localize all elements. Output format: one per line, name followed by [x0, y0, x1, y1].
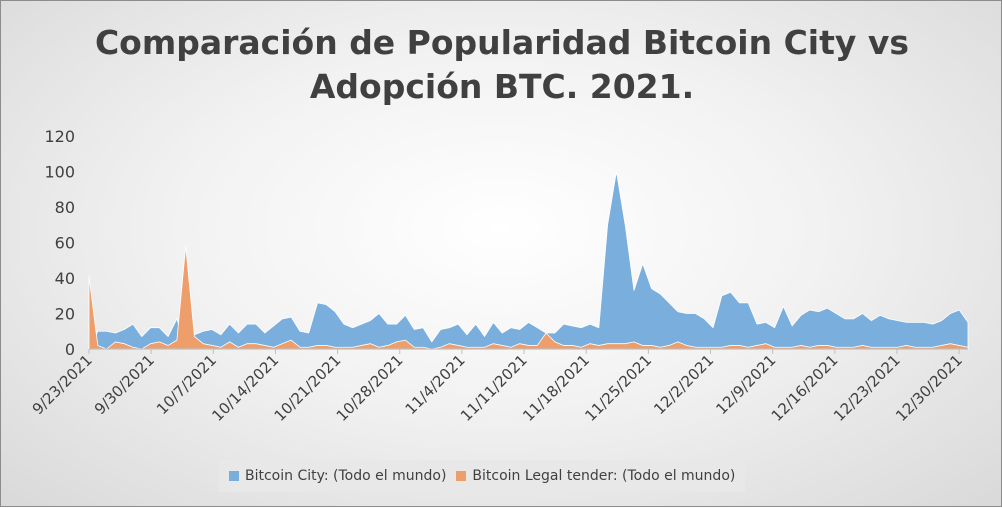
- x-tick-label: 10/28/2021: [333, 351, 407, 425]
- legend: Bitcoin City: (Todo el mundo) Bitcoin Le…: [219, 460, 746, 492]
- y-tick-label: 120: [44, 127, 75, 146]
- chart-title-line-1: Comparación de Popularidad Bitcoin City …: [94, 23, 910, 62]
- y-tick-label: 100: [44, 163, 75, 182]
- x-tick-label: 9/23/2021: [29, 351, 96, 418]
- x-tick-label: 9/30/2021: [91, 351, 158, 418]
- chart-title-line-2: Adopción BTC. 2021.: [309, 67, 695, 106]
- legend-item-bitcoin-city: Bitcoin City: (Todo el mundo): [229, 468, 446, 484]
- area-series-1: [88, 171, 969, 350]
- x-tick-label: 12/30/2021: [892, 351, 966, 425]
- y-tick-label: 80: [55, 198, 75, 217]
- legend-swatch-bitcoin-legal-tender: [456, 471, 467, 481]
- x-tick-label: 12/9/2021: [712, 351, 779, 418]
- legend-swatch-bitcoin-city: [229, 471, 239, 481]
- y-tick-label: 20: [55, 305, 75, 324]
- legend-label-bitcoin-legal-tender: Bitcoin Legal tender: (Todo el mundo): [472, 468, 736, 484]
- y-tick-label: 0: [65, 340, 75, 359]
- y-tick-label: 60: [55, 234, 75, 253]
- x-tick-label: 11/4/2021: [402, 351, 469, 418]
- legend-label-bitcoin-city: Bitcoin City: (Todo el mundo): [245, 468, 447, 484]
- x-tick-label: 12/2/2021: [650, 351, 717, 418]
- x-tick-label: 10/7/2021: [153, 351, 220, 418]
- legend-item-bitcoin-legal-tender: Bitcoin Legal tender: (Todo el mundo): [456, 468, 735, 484]
- x-tick-label: 11/25/2021: [581, 351, 655, 425]
- y-tick-label: 40: [55, 269, 75, 288]
- area-series-2: [88, 245, 969, 350]
- chart-title: Comparación de Popularidad Bitcoin City …: [1, 21, 1002, 109]
